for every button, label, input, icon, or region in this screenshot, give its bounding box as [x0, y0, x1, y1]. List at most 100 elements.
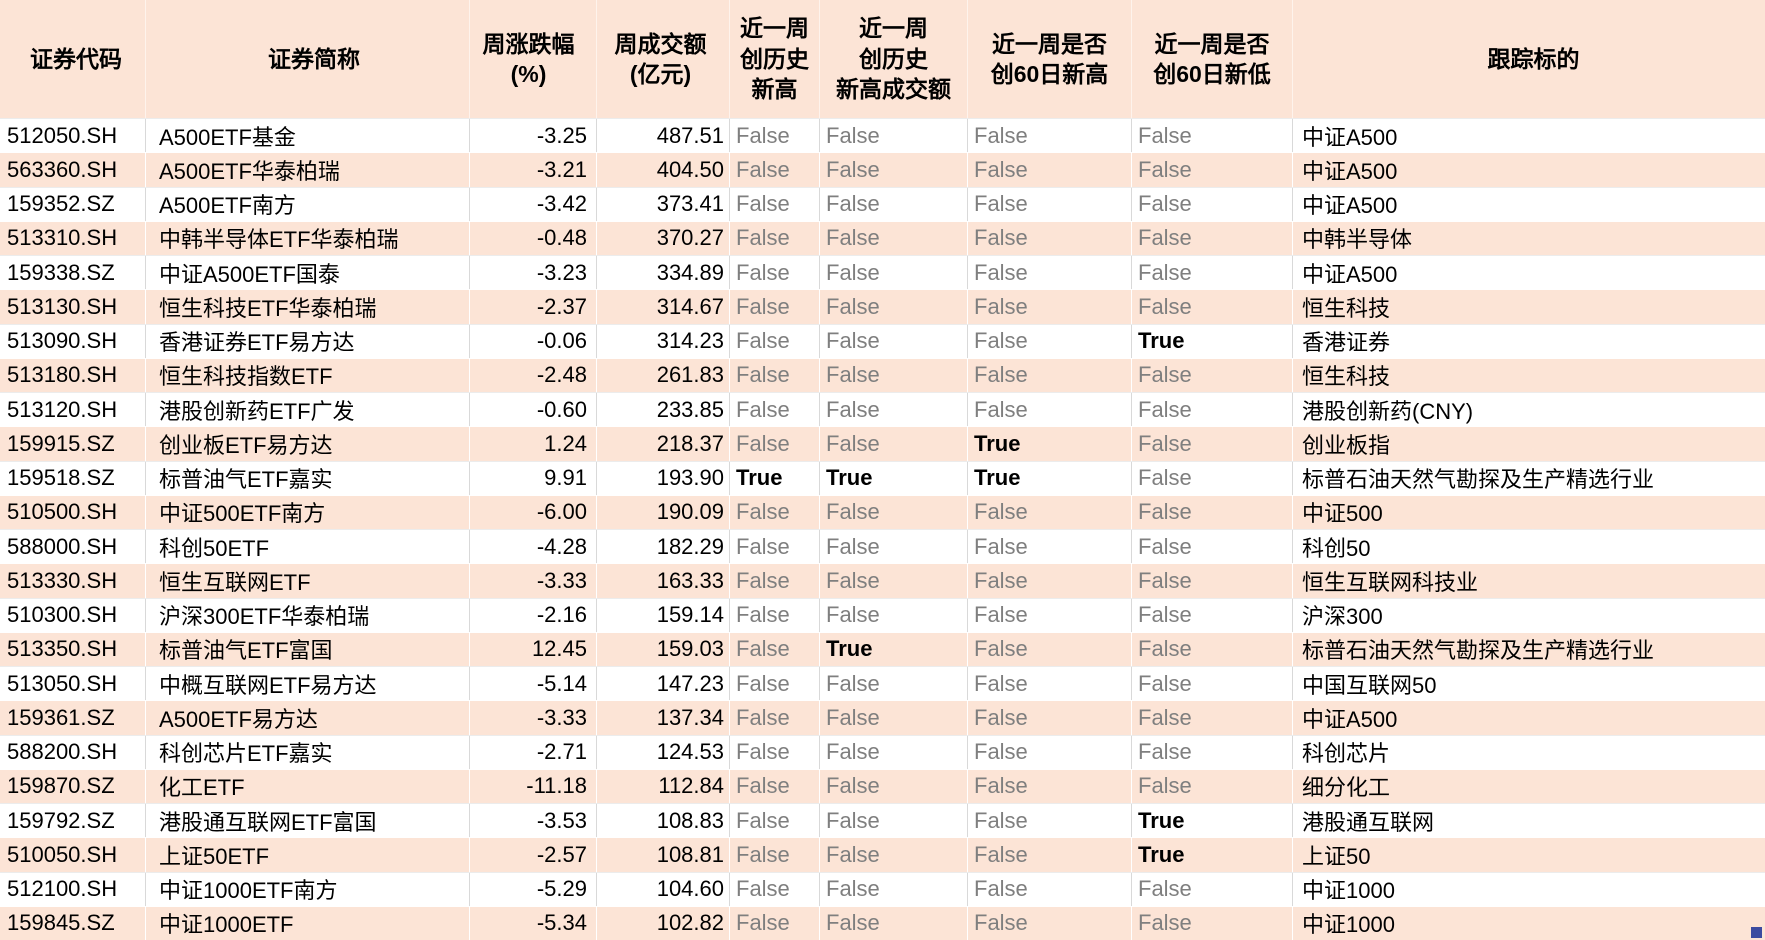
cell-weekly_change_pct[interactable]: -0.06 — [470, 324, 597, 358]
cell-high_60d[interactable]: False — [968, 838, 1132, 872]
cell-code[interactable]: 513050.SH — [0, 667, 146, 701]
cell-high_60d[interactable]: False — [968, 324, 1132, 358]
cell-weekly_change_pct[interactable]: -3.53 — [470, 804, 597, 838]
cell-name[interactable]: 标普油气ETF嘉实 — [146, 461, 470, 495]
cell-code[interactable]: 510050.SH — [0, 838, 146, 872]
cell-low_60d[interactable]: False — [1132, 872, 1293, 906]
cell-weekly_change_pct[interactable]: -3.25 — [470, 119, 597, 153]
cell-high_60d[interactable]: False — [968, 358, 1132, 392]
cell-weekly_change_pct[interactable]: -6.00 — [470, 495, 597, 529]
cell-low_60d[interactable]: False — [1132, 632, 1293, 666]
cell-code[interactable]: 159870.SZ — [0, 769, 146, 803]
cell-code[interactable]: 588000.SH — [0, 530, 146, 564]
cell-name[interactable]: 中证A500ETF国泰 — [146, 256, 470, 290]
cell-low_60d[interactable]: False — [1132, 256, 1293, 290]
cell-code[interactable]: 159352.SZ — [0, 187, 146, 221]
cell-high_60d[interactable]: True — [968, 461, 1132, 495]
cell-name[interactable]: 香港证券ETF易方达 — [146, 324, 470, 358]
cell-low_60d[interactable]: False — [1132, 221, 1293, 255]
cell-tracking_target[interactable]: 中证A500 — [1302, 158, 1398, 184]
cell-name[interactable]: 恒生互联网ETF — [146, 564, 470, 598]
cell-high_60d[interactable]: False — [968, 153, 1132, 187]
cell-name[interactable]: 港股通互联网ETF富国 — [146, 804, 470, 838]
cell-hist_high_turnover[interactable]: False — [820, 872, 968, 906]
cell-hist_high[interactable]: False — [730, 838, 820, 872]
cell-low_60d[interactable]: False — [1132, 701, 1293, 735]
cell-weekly_turnover_100m[interactable]: 334.89 — [597, 256, 730, 290]
column-header-low_60d[interactable]: 近一周是否 创60日新低 — [1132, 0, 1293, 118]
cell-weekly_turnover_100m[interactable]: 108.81 — [597, 838, 730, 872]
cell-weekly_turnover_100m[interactable]: 193.90 — [597, 461, 730, 495]
cell-low_60d[interactable]: False — [1132, 290, 1293, 324]
column-header-high_60d[interactable]: 近一周是否 创60日新高 — [968, 0, 1132, 118]
cell-tracking_target[interactable]: 中证A500 — [1302, 261, 1398, 287]
cell-weekly_turnover_100m[interactable]: 137.34 — [597, 701, 730, 735]
cell-name[interactable]: 港股创新药ETF广发 — [146, 393, 470, 427]
cell-hist_high_turnover[interactable]: False — [820, 495, 968, 529]
cell-low_60d[interactable]: False — [1132, 153, 1293, 187]
cell-high_60d[interactable]: False — [968, 701, 1132, 735]
cell-weekly_change_pct[interactable]: -2.48 — [470, 358, 597, 392]
cell-tracking_target[interactable]: 上证50 — [1302, 843, 1371, 869]
cell-hist_high_turnover[interactable]: False — [820, 153, 968, 187]
cell-low_60d[interactable]: False — [1132, 735, 1293, 769]
cell-tracking_target[interactable]: 标普石油天然气勘探及生产精选行业 — [1302, 638, 1655, 664]
cell-low_60d[interactable]: False — [1132, 530, 1293, 564]
cell-tracking_target[interactable]: 中国互联网50 — [1302, 672, 1437, 698]
cell-hist_high[interactable]: False — [730, 495, 820, 529]
cell-name[interactable]: 恒生科技ETF华泰柏瑞 — [146, 290, 470, 324]
cell-weekly_change_pct[interactable]: -4.28 — [470, 530, 597, 564]
cell-weekly_change_pct[interactable]: -5.34 — [470, 906, 597, 940]
cell-weekly_change_pct[interactable]: -3.33 — [470, 701, 597, 735]
cell-hist_high_turnover[interactable]: False — [820, 701, 968, 735]
cell-low_60d[interactable]: False — [1132, 119, 1293, 153]
cell-weekly_change_pct[interactable]: 1.24 — [470, 427, 597, 461]
cell-code[interactable]: 513350.SH — [0, 632, 146, 666]
cell-hist_high_turnover[interactable]: False — [820, 256, 968, 290]
cell-weekly_change_pct[interactable]: -2.71 — [470, 735, 597, 769]
cell-tracking_target[interactable]: 港股创新药(CNY) — [1302, 398, 1474, 424]
cell-weekly_turnover_100m[interactable]: 182.29 — [597, 530, 730, 564]
cell-hist_high_turnover[interactable]: False — [820, 393, 968, 427]
cell-weekly_turnover_100m[interactable]: 373.41 — [597, 187, 730, 221]
cell-high_60d[interactable]: False — [968, 872, 1132, 906]
cell-code[interactable]: 512050.SH — [0, 119, 146, 153]
cell-tracking_target[interactable]: 中证A500 — [1302, 193, 1398, 219]
cell-weekly_turnover_100m[interactable]: 218.37 — [597, 427, 730, 461]
cell-low_60d[interactable]: False — [1132, 461, 1293, 495]
cell-hist_high_turnover[interactable]: False — [820, 838, 968, 872]
cell-name[interactable]: 中韩半导体ETF华泰柏瑞 — [146, 221, 470, 255]
cell-low_60d[interactable]: False — [1132, 495, 1293, 529]
cell-weekly_turnover_100m[interactable]: 163.33 — [597, 564, 730, 598]
cell-name[interactable]: 科创50ETF — [146, 530, 470, 564]
cell-hist_high_turnover[interactable]: False — [820, 358, 968, 392]
column-header-name[interactable]: 证券简称 — [146, 0, 470, 118]
cell-name[interactable]: 创业板ETF易方达 — [146, 427, 470, 461]
cell-low_60d[interactable]: True — [1132, 804, 1293, 838]
cell-high_60d[interactable]: False — [968, 804, 1132, 838]
cell-high_60d[interactable]: False — [968, 632, 1132, 666]
cell-code[interactable]: 513310.SH — [0, 221, 146, 255]
cell-hist_high_turnover[interactable]: False — [820, 667, 968, 701]
column-header-hist_high_turnover[interactable]: 近一周 创历史 新高成交额 — [820, 0, 968, 118]
cell-weekly_change_pct[interactable]: -0.60 — [470, 393, 597, 427]
cell-hist_high[interactable]: False — [730, 769, 820, 803]
cell-hist_high[interactable]: False — [730, 530, 820, 564]
cell-tracking_target[interactable]: 沪深300 — [1302, 604, 1383, 630]
cell-code[interactable]: 513090.SH — [0, 324, 146, 358]
cell-name[interactable]: 中证500ETF南方 — [146, 495, 470, 529]
cell-tracking_target[interactable]: 中证A500 — [1302, 124, 1398, 150]
cell-low_60d[interactable]: False — [1132, 667, 1293, 701]
cell-name[interactable]: 科创芯片ETF嘉实 — [146, 735, 470, 769]
cell-weekly_turnover_100m[interactable]: 314.23 — [597, 324, 730, 358]
cell-weekly_turnover_100m[interactable]: 147.23 — [597, 667, 730, 701]
cell-weekly_turnover_100m[interactable]: 404.50 — [597, 153, 730, 187]
cell-weekly_change_pct[interactable]: -5.14 — [470, 667, 597, 701]
cell-hist_high[interactable]: False — [730, 187, 820, 221]
cell-weekly_change_pct[interactable]: -3.23 — [470, 256, 597, 290]
cell-weekly_change_pct[interactable]: -2.37 — [470, 290, 597, 324]
cell-low_60d[interactable]: True — [1132, 324, 1293, 358]
cell-hist_high_turnover[interactable]: False — [820, 324, 968, 358]
cell-code[interactable]: 159792.SZ — [0, 804, 146, 838]
cell-weekly_turnover_100m[interactable]: 233.85 — [597, 393, 730, 427]
